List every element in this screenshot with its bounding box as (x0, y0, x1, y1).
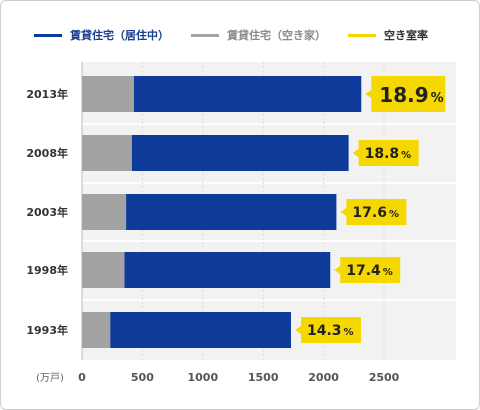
bar-vacant (82, 194, 127, 230)
x-tick-label: 500 (131, 371, 154, 384)
legend: 賃貸住宅（居住中） 賃貸住宅（空き家） 空き室率 (34, 26, 450, 44)
bar-occupied (131, 135, 349, 171)
bar-occupied (133, 76, 362, 112)
bar-occupied (124, 252, 331, 288)
legend-swatch-rate (348, 33, 376, 37)
x-tick-label: 2500 (369, 371, 400, 384)
category-label: 2008年 (26, 146, 68, 160)
rate-label-bg (334, 257, 401, 283)
bar-vacant (82, 76, 134, 112)
category-label: 1998年 (26, 263, 68, 277)
legend-item-rate: 空き室率 (348, 27, 428, 43)
category-label: 2013年 (26, 87, 68, 101)
rate-label-bg (365, 76, 446, 112)
x-tick-label: 0 (78, 371, 86, 384)
rate-label-suffix: % (383, 267, 393, 278)
bar-occupied (126, 194, 337, 230)
legend-swatch-vacant (191, 33, 219, 37)
rate-label-suffix: % (389, 209, 399, 220)
legend-swatch-occupied (34, 33, 62, 37)
rate-label-suffix: % (344, 327, 354, 338)
legend-label-occupied: 賃貸住宅（居住中） (70, 29, 169, 42)
category-label: 2003年 (26, 205, 68, 219)
bar-vacant (82, 312, 111, 348)
bar-vacant (82, 135, 132, 171)
rate-label-bg (294, 317, 361, 343)
category-label: 1993年 (26, 323, 68, 337)
x-unit-label: (万戸) (36, 372, 64, 384)
legend-item-occupied: 賃貸住宅（居住中） (34, 27, 169, 43)
x-tick-label: 1500 (248, 371, 279, 384)
rate-label-bg (340, 199, 407, 225)
legend-label-rate: 空き室率 (384, 29, 428, 42)
bar-occupied (110, 312, 291, 348)
legend-label-vacant: 賃貸住宅（空き家） (227, 29, 326, 42)
x-tick-label: 2000 (308, 371, 339, 384)
rate-label-bg (352, 140, 419, 166)
rate-label-suffix: % (431, 91, 444, 106)
rate-label-suffix: % (401, 150, 411, 161)
x-tick-label: 1000 (187, 371, 218, 384)
legend-item-vacant: 賃貸住宅（空き家） (191, 27, 326, 43)
bar-vacant (82, 252, 125, 288)
